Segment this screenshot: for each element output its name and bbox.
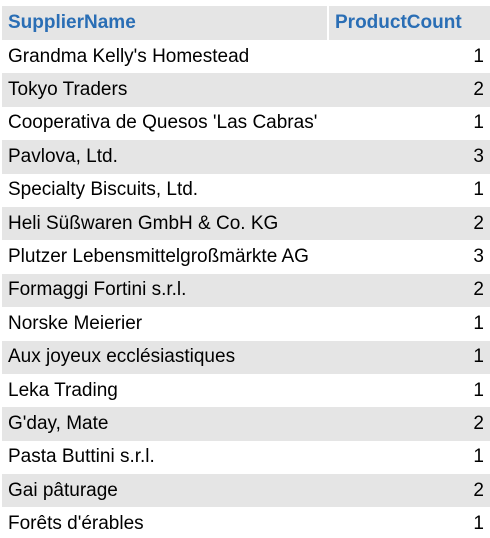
table-row: Pasta Buttini s.r.l. 1 (2, 441, 490, 474)
supplier-name-cell: Cooperativa de Quesos 'Las Cabras' (8, 112, 318, 134)
column-header-supplier-name[interactable]: SupplierName (2, 6, 329, 40)
supplier-name-cell: Norske Meierier (8, 312, 143, 334)
header-row: SupplierName ProductCount (2, 6, 490, 40)
table-row: Heli Süßwaren GmbH & Co. KG 2 (2, 206, 490, 241)
table-row: Formaggi Fortini s.r.l. 2 (2, 273, 490, 308)
table-row: Gai pâturage 2 (2, 474, 490, 508)
table-row: Norske Meierier 1 (2, 307, 490, 340)
supplier-name-cell: Leka Trading (8, 379, 118, 401)
product-count-cell: 1 (473, 379, 484, 401)
table-row: G'day, Mate 2 (2, 407, 490, 441)
supplier-name-cell: G'day, Mate (2, 407, 328, 441)
supplier-name-cell: Pasta Buttini s.r.l. (8, 446, 155, 468)
product-count-cell: 1 (473, 312, 484, 334)
supplier-name-cell: Tokyo Traders (2, 73, 328, 107)
product-count-cell: 3 (328, 140, 490, 174)
supplier-name-cell: Heli Süßwaren GmbH & Co. KG (2, 206, 328, 241)
table-row: Aux joyeux ecclésiastiques 1 (2, 340, 490, 374)
supplier-name-cell: Specialty Biscuits, Ltd. (8, 179, 199, 201)
supplier-name-cell: Aux joyeux ecclésiastiques (2, 340, 328, 374)
table-row: Tokyo Traders 2 (2, 73, 490, 107)
table-row: Pavlova, Ltd. 3 (2, 140, 490, 174)
product-count-cell: 2 (328, 474, 490, 508)
supplier-name-cell: Plutzer Lebensmittelgroßmärkte AG (8, 246, 309, 268)
result-table: SupplierName ProductCount Grandma Kelly'… (2, 6, 490, 538)
column-header-product-count[interactable]: ProductCount (328, 6, 490, 40)
product-count-cell: 2 (328, 206, 490, 241)
table-row: Specialty Biscuits, Ltd. 1 (2, 174, 490, 207)
supplier-name-cell: Gai pâturage (2, 474, 328, 508)
product-count-cell: 1 (473, 112, 484, 134)
supplier-name-cell: Pavlova, Ltd. (2, 140, 328, 174)
table-row: Cooperativa de Quesos 'Las Cabras' 1 (2, 107, 490, 140)
table-row: Plutzer Lebensmittelgroßmärkte AG 3 (2, 240, 490, 273)
product-count-cell: 2 (328, 273, 490, 308)
supplier-name-cell: Forêts d'érables (8, 513, 144, 535)
product-count-cell: 1 (473, 179, 484, 201)
table-row: Forêts d'érables 1 (2, 507, 490, 538)
product-count-cell: 2 (328, 407, 490, 441)
product-count-cell: 1 (473, 446, 484, 468)
supplier-name-cell: Grandma Kelly's Homestead (8, 45, 250, 67)
product-count-cell: 2 (328, 73, 490, 107)
product-count-cell: 1 (473, 513, 484, 535)
product-count-cell: 1 (328, 340, 490, 374)
table-row: Leka Trading 1 (2, 374, 490, 407)
product-count-cell: 1 (473, 45, 484, 67)
table-row: Grandma Kelly's Homestead 1 (2, 40, 490, 73)
product-count-cell: 3 (473, 246, 484, 268)
supplier-name-cell: Formaggi Fortini s.r.l. (2, 273, 328, 308)
